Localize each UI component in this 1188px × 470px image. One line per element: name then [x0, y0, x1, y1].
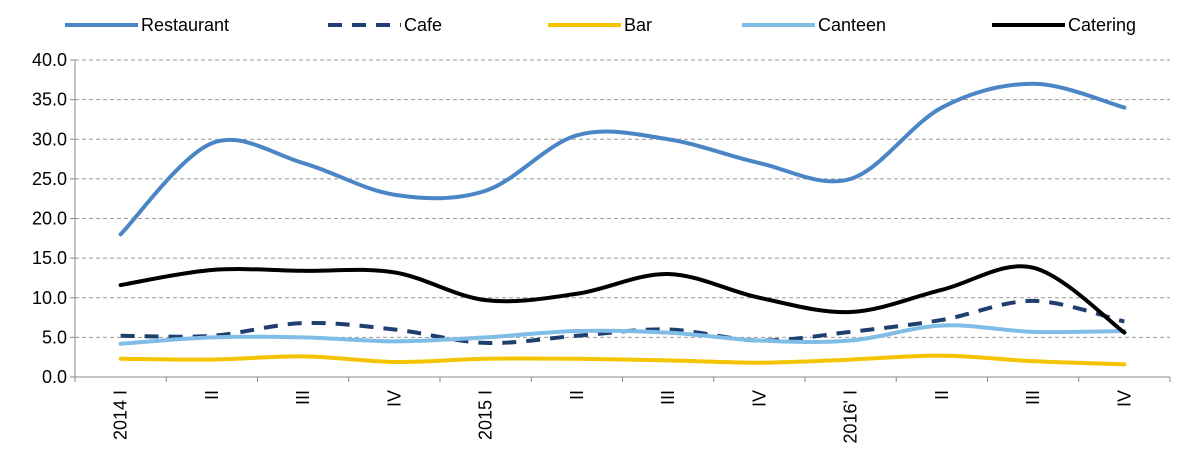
y-tick-label: 40.0 [32, 50, 67, 70]
legend-label: Canteen [818, 15, 886, 35]
series-line [118, 264, 1127, 335]
x-tick-label: III [1023, 390, 1043, 405]
x-tick-label: II [202, 390, 222, 400]
y-tick-label: 25.0 [32, 169, 67, 189]
y-tick-label: 35.0 [32, 90, 67, 110]
y-tick-label: 0.0 [42, 367, 67, 387]
y-tick-label: 10.0 [32, 288, 67, 308]
series-line [118, 81, 1127, 237]
legend-label: Bar [624, 15, 652, 35]
y-tick-label: 30.0 [32, 129, 67, 149]
legend-label: Catering [1068, 15, 1136, 35]
x-tick-label: II [932, 390, 952, 400]
y-tick-label: 15.0 [32, 248, 67, 268]
legend-label: Restaurant [141, 15, 229, 35]
x-tick-label: 2016' I [841, 390, 861, 443]
legend-label: Cafe [404, 15, 442, 35]
y-tick-label: 5.0 [42, 327, 67, 347]
y-tick-label: 20.0 [32, 209, 67, 229]
x-tick-label: 2015 I [476, 390, 496, 440]
x-tick-label: 2014 I [111, 390, 131, 440]
x-tick-label: III [658, 390, 678, 405]
x-tick-label: II [567, 390, 587, 400]
series-line [118, 323, 1127, 346]
series-line [118, 353, 1127, 367]
x-tick-label: IV [384, 390, 404, 407]
x-tick-label: III [293, 390, 313, 405]
x-tick-label: IV [749, 390, 769, 407]
x-tick-label: IV [1114, 390, 1134, 407]
